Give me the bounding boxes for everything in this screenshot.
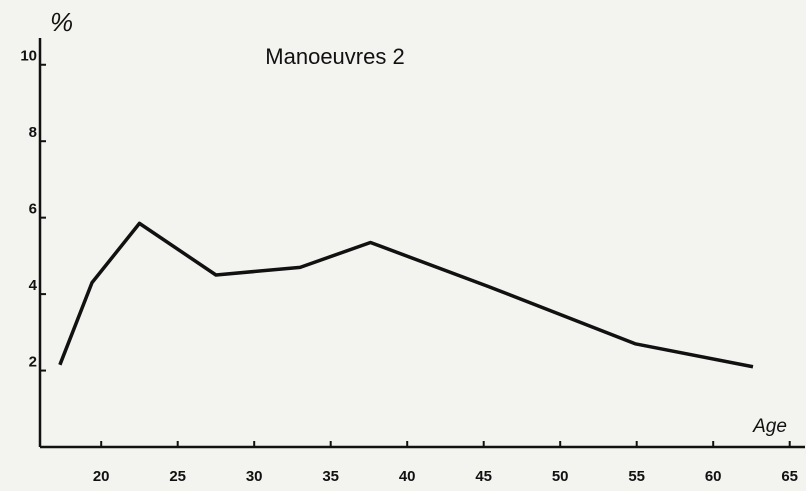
x-tick-label: 60 xyxy=(705,468,722,485)
chart-title: Manoeuvres 2 xyxy=(265,44,404,69)
x-tick-label: 40 xyxy=(399,468,416,485)
x-axis-label: Age xyxy=(752,416,787,437)
y-tick-label: 8 xyxy=(29,124,37,141)
y-axis-label: % xyxy=(50,7,73,37)
data-line xyxy=(58,221,754,369)
x-tick-label: 65 xyxy=(781,468,798,485)
y-tick-label: 10 xyxy=(20,48,37,65)
x-tick-label: 35 xyxy=(322,468,339,485)
y-tick-label: 4 xyxy=(29,277,38,294)
y-tick-label: 2 xyxy=(29,354,37,371)
x-tick-label: 55 xyxy=(628,468,645,485)
x-tick-label: 20 xyxy=(93,468,110,485)
x-tick-label: 30 xyxy=(246,468,263,485)
x-tick-label: 45 xyxy=(475,468,492,485)
y-tick-label: 6 xyxy=(29,201,37,218)
x-tick-label: 25 xyxy=(169,468,186,485)
x-tick-label: 50 xyxy=(552,468,569,485)
